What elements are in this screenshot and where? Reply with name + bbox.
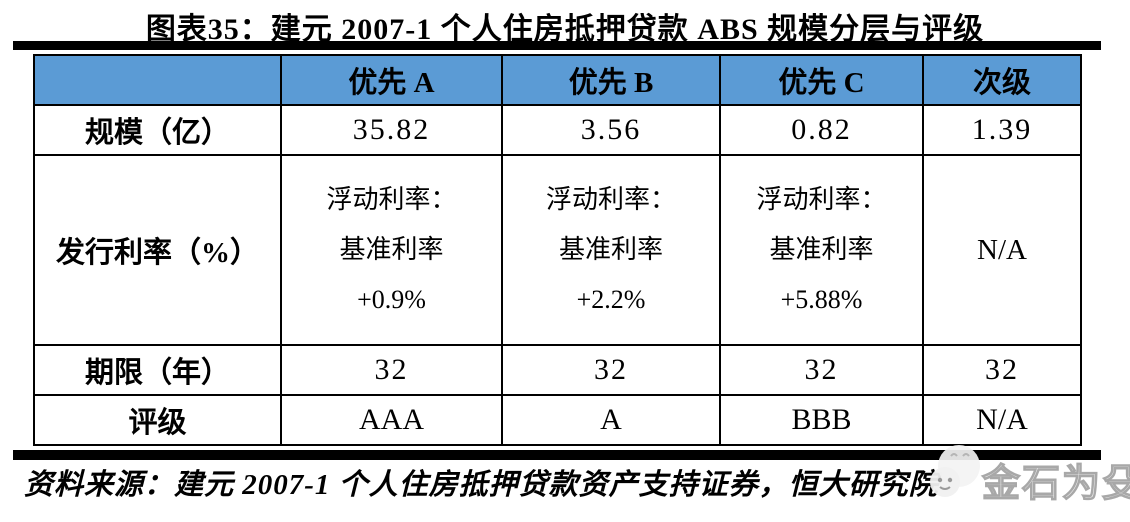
row-label-term: 期限（年） <box>33 344 282 396</box>
bottom-rule <box>13 450 1101 460</box>
row-label-issue-rate: 发行利率（%） <box>33 154 282 346</box>
row-issue-rate: 发行利率（%） 浮动利率： 基准利率 +0.9% 浮动利率： 基准利率 +2.2… <box>33 154 1082 346</box>
rate-line: N/A <box>977 234 1027 266</box>
header-cell-senior-a: 优先 A <box>280 54 503 106</box>
cell-rating-senior-b: A <box>501 394 721 446</box>
rate-line: +5.88% <box>780 285 863 314</box>
watermark-text: 金石为殳 <box>981 462 1130 505</box>
rate-line: 浮动利率： <box>756 185 887 214</box>
row-label-scale: 规模（亿） <box>33 104 282 156</box>
cell-rating-senior-a: AAA <box>280 394 503 446</box>
rate-line: 基准利率 <box>339 235 444 264</box>
rate-line: 浮动利率： <box>545 185 676 214</box>
rate-line: 基准利率 <box>769 235 874 264</box>
cell-rate-subordinate: N/A <box>922 154 1082 346</box>
abs-tranche-table: 优先 A 优先 B 优先 C 次级 规模（亿） 35.82 3.56 0.82 … <box>33 54 1082 446</box>
cell-scale-senior-a: 35.82 <box>280 104 503 156</box>
table-header-row: 优先 A 优先 B 优先 C 次级 <box>33 54 1082 106</box>
rate-line: 浮动利率： <box>326 185 457 214</box>
row-scale: 规模（亿） 35.82 3.56 0.82 1.39 <box>33 104 1082 156</box>
cell-rating-senior-c: BBB <box>719 394 924 446</box>
rate-line: +0.9% <box>357 285 426 314</box>
cell-scale-senior-c: 0.82 <box>719 104 924 156</box>
header-cell-blank <box>33 54 282 106</box>
source-note: 资料来源：建元 2007-1 个人住房抵押贷款资产支持证券，恒大研究院 <box>24 469 939 501</box>
header-cell-senior-b: 优先 B <box>501 54 721 106</box>
cell-rate-senior-a: 浮动利率： 基准利率 +0.9% <box>280 154 503 346</box>
cell-term-senior-b: 32 <box>501 344 721 396</box>
cell-rate-senior-c: 浮动利率： 基准利率 +5.88% <box>719 154 924 346</box>
figure-title: 图表35：建元 2007-1 个人住房抵押贷款 ABS 规模分层与评级 <box>145 13 985 46</box>
cell-term-senior-c: 32 <box>719 344 924 396</box>
header-cell-subordinate: 次级 <box>922 54 1082 106</box>
cell-rating-subordinate: N/A <box>922 394 1082 446</box>
top-rule <box>13 41 1101 50</box>
cell-term-senior-a: 32 <box>280 344 503 396</box>
rate-line: 基准利率 <box>558 235 663 264</box>
row-term: 期限（年） 32 32 32 32 <box>33 344 1082 396</box>
cell-term-subordinate: 32 <box>922 344 1082 396</box>
cell-rate-senior-b: 浮动利率： 基准利率 +2.2% <box>501 154 721 346</box>
cell-scale-subordinate: 1.39 <box>922 104 1082 156</box>
row-rating: 评级 AAA A BBB N/A <box>33 394 1082 446</box>
row-label-rating: 评级 <box>33 394 282 446</box>
header-cell-senior-c: 优先 C <box>719 54 924 106</box>
rate-line: +2.2% <box>576 285 646 314</box>
cell-scale-senior-b: 3.56 <box>501 104 721 156</box>
